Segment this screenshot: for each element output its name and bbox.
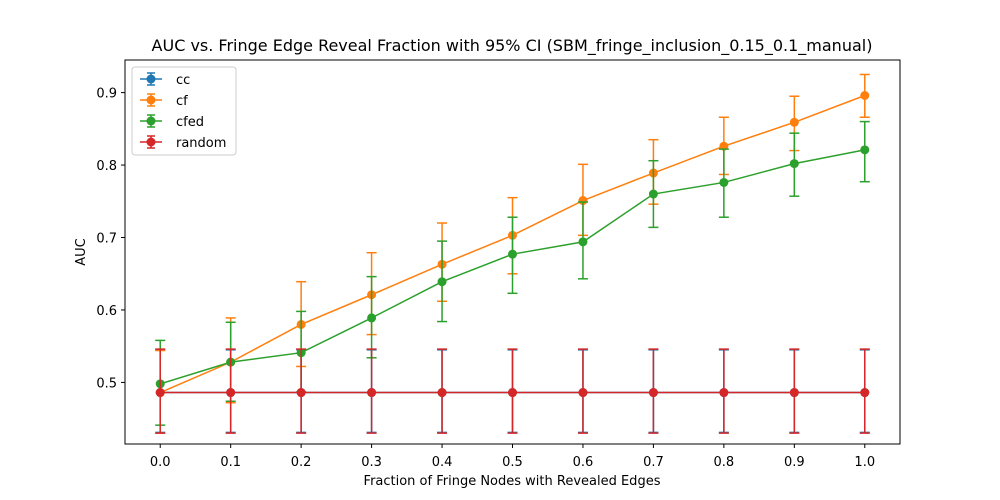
data-point-random — [296, 388, 306, 398]
data-point-cfed — [789, 159, 799, 169]
legend-entry-cc: cc — [140, 72, 190, 88]
x-tick-label: 1.0 — [854, 455, 875, 470]
data-point-random — [226, 388, 236, 398]
data-point-random — [437, 388, 447, 398]
data-point-cf — [860, 91, 870, 101]
x-tick-label: 0.2 — [291, 455, 312, 470]
chart-title: AUC vs. Fringe Edge Reveal Fraction with… — [152, 36, 873, 56]
legend: cc cf cfed random — [131, 66, 237, 156]
data-point-random — [789, 388, 799, 398]
data-point-cfed — [860, 145, 870, 155]
y-tick-label: 0.5 — [96, 376, 117, 391]
x-tick-label: 0.9 — [784, 455, 805, 470]
data-point-cfed — [719, 177, 729, 187]
legend-entry-cf: cf — [140, 93, 188, 109]
x-tick-label: 0.7 — [643, 455, 664, 470]
series-random — [155, 348, 870, 434]
y-tick-label: 0.9 — [96, 87, 117, 102]
legend-entry-cfed: cfed — [140, 114, 204, 130]
data-point-random — [367, 388, 377, 398]
data-point-random — [155, 388, 165, 398]
data-point-cf — [578, 196, 588, 206]
data-point-random — [648, 388, 658, 398]
y-axis: 0.5 0.6 0.7 0.8 0.9 — [96, 87, 125, 391]
data-point-cfed — [648, 189, 658, 199]
legend-entry-random: random — [140, 135, 226, 151]
legend-frame — [131, 66, 237, 156]
data-point-cf — [789, 117, 799, 127]
y-axis-label: AUC — [74, 238, 89, 266]
x-tick-label: 0.8 — [714, 455, 735, 470]
data-point-cfed — [367, 313, 377, 323]
x-tick-label: 0.4 — [432, 455, 453, 470]
data-point-random — [508, 388, 517, 398]
data-point-random — [719, 388, 729, 398]
legend-marker — [146, 116, 156, 126]
y-tick-label: 0.6 — [96, 304, 117, 319]
legend-label: cf — [176, 94, 188, 109]
data-point-random — [860, 388, 870, 398]
data-point-cfed — [508, 249, 517, 259]
legend-marker — [146, 74, 156, 84]
legend-label: cc — [176, 73, 190, 88]
legend-label: random — [176, 136, 226, 151]
x-tick-label: 0.6 — [573, 455, 594, 470]
x-tick-label: 0.1 — [220, 455, 241, 470]
x-tick-label: 0.3 — [361, 455, 382, 470]
series-layer — [155, 73, 870, 434]
x-axis: 0.0 0.1 0.2 0.3 0.4 0.5 0.6 0.7 0.8 0.9 1.0 — [150, 444, 875, 470]
x-tick-label: 0.5 — [502, 455, 523, 470]
x-tick-label: 0.0 — [150, 455, 171, 470]
data-point-cfed — [578, 237, 588, 247]
y-tick-label: 0.8 — [96, 159, 117, 174]
data-point-cfed — [437, 277, 447, 287]
legend-label: cfed — [176, 115, 204, 130]
y-tick-label: 0.7 — [96, 232, 117, 247]
data-point-random — [578, 388, 588, 398]
legend-marker — [146, 95, 156, 105]
legend-marker — [146, 137, 156, 147]
x-axis-label: Fraction of Fringe Nodes with Revealed E… — [364, 474, 661, 489]
